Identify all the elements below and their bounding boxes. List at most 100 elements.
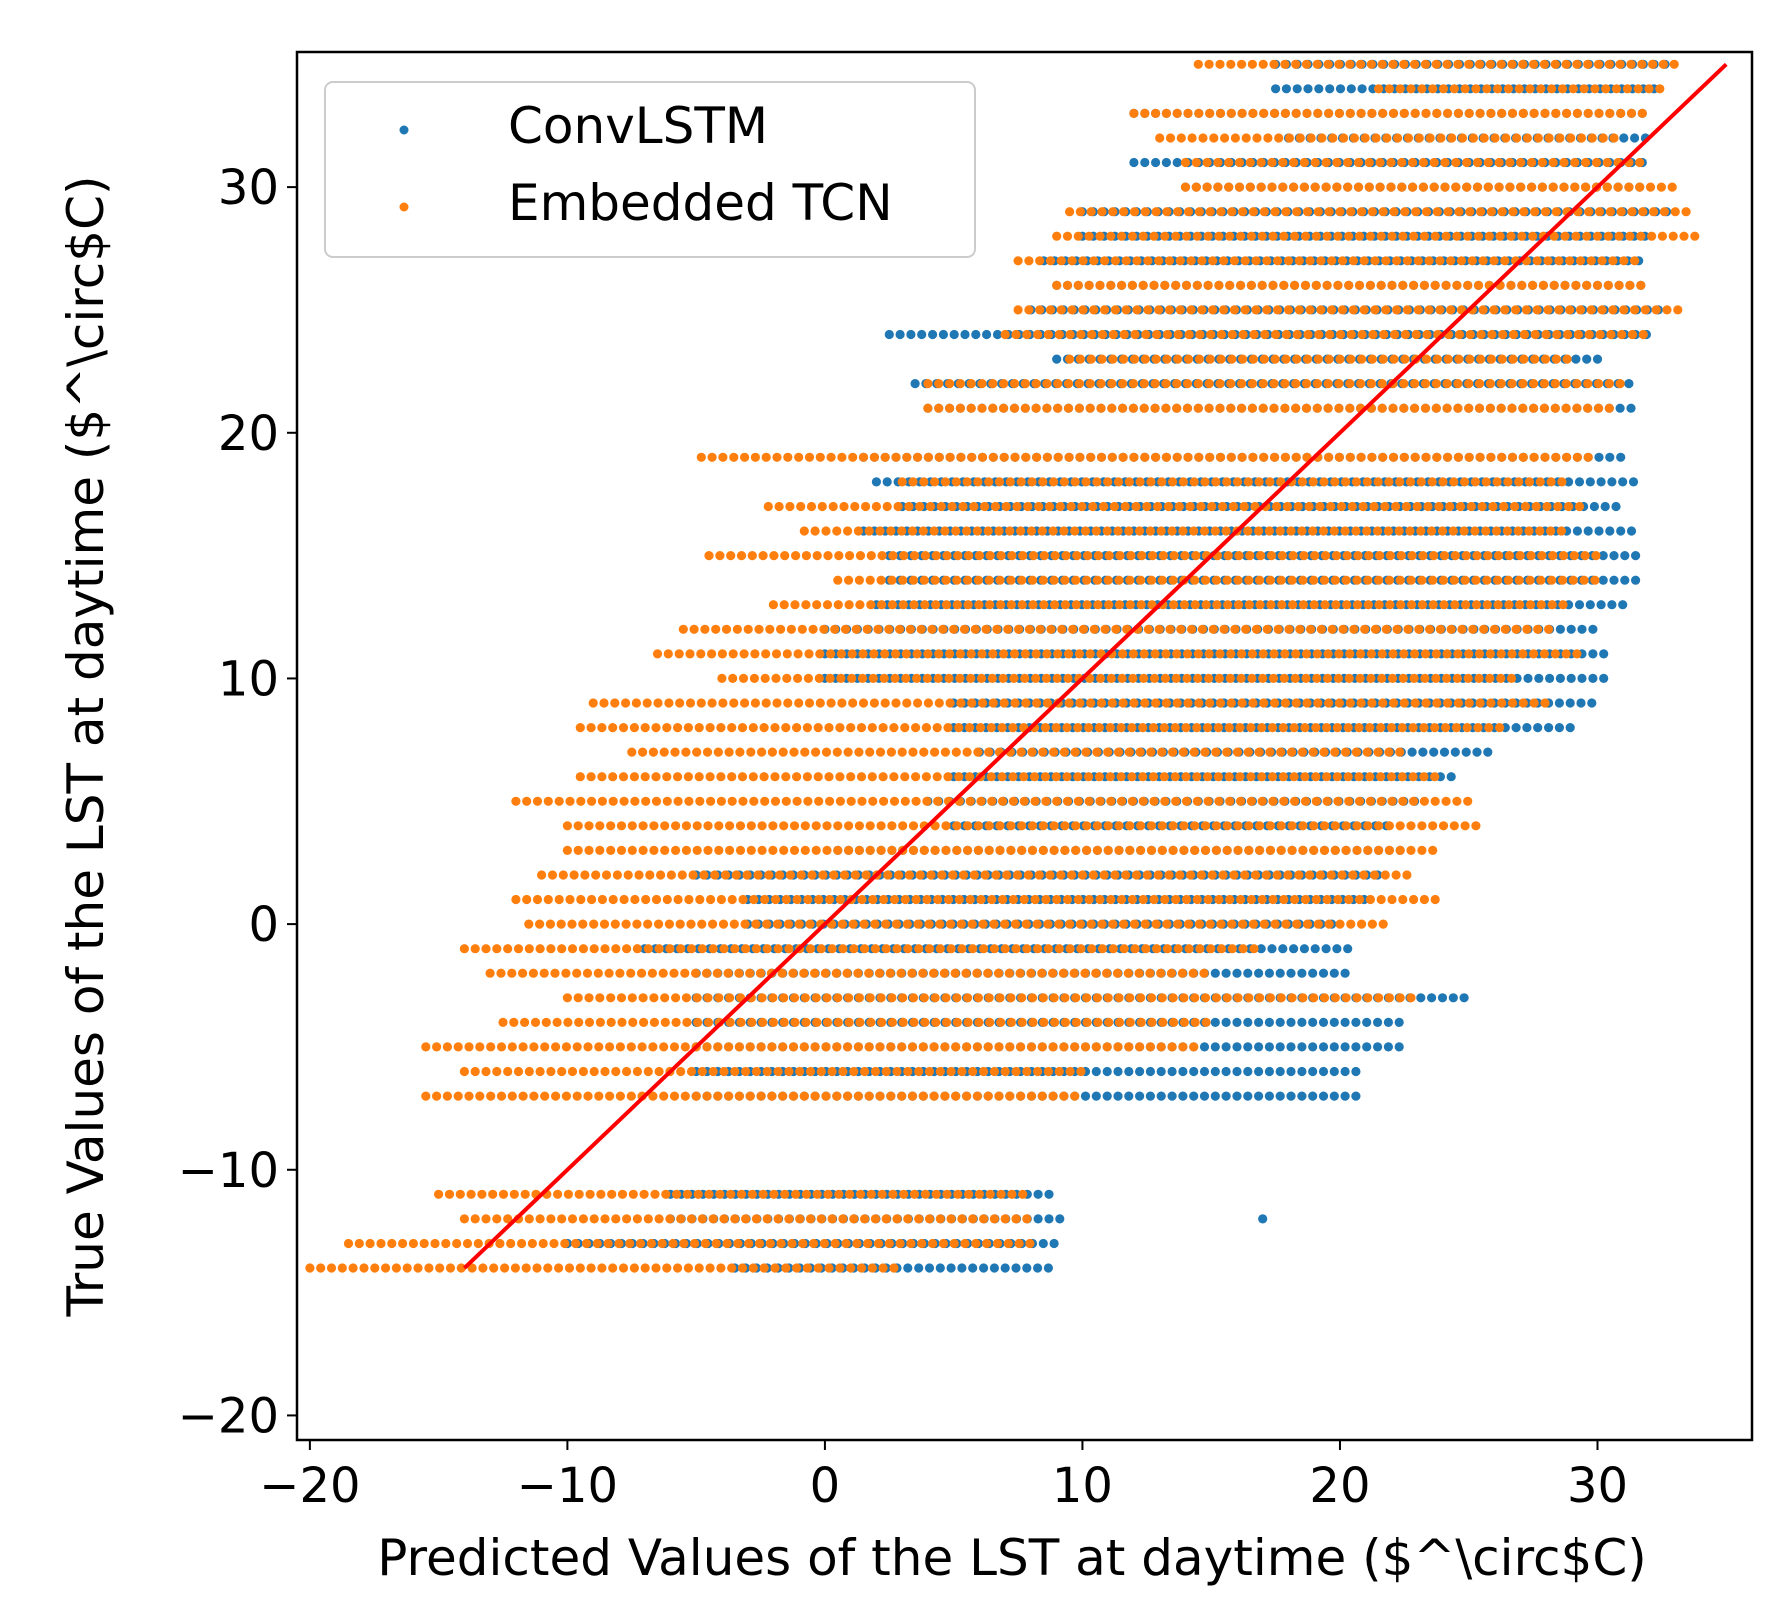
scatter-point	[1010, 452, 1020, 462]
scatter-point	[1121, 256, 1131, 266]
scatter-point	[945, 698, 955, 708]
scatter-point	[1598, 133, 1608, 143]
scatter-point	[1225, 673, 1235, 684]
scatter-point	[893, 501, 903, 512]
scatter-point	[1054, 919, 1064, 929]
scatter-point	[1244, 845, 1254, 856]
scatter-point	[1259, 698, 1269, 708]
scatter-point	[1609, 133, 1619, 143]
scatter-point	[1351, 477, 1361, 487]
scatter-point	[629, 723, 640, 733]
scatter-point	[1548, 551, 1558, 561]
scatter-point	[1251, 256, 1261, 266]
scatter-point	[1246, 723, 1256, 733]
scatter-point	[1234, 182, 1245, 192]
scatter-point	[1183, 919, 1194, 929]
scatter-point	[1452, 280, 1462, 290]
scatter-point	[1049, 575, 1059, 585]
scatter-point	[714, 821, 724, 831]
scatter-point	[774, 501, 784, 512]
scatter-point	[770, 894, 781, 905]
scatter-point	[1031, 673, 1041, 684]
scatter-point	[1636, 231, 1646, 241]
scatter-point	[1154, 624, 1164, 634]
scatter-point	[1189, 1091, 1199, 1101]
scatter-point	[1165, 133, 1176, 143]
scatter-point	[1428, 845, 1438, 856]
scatter-point	[843, 747, 853, 757]
scatter-point	[1565, 698, 1575, 708]
scatter-point	[1278, 157, 1288, 168]
scatter-point	[1215, 649, 1225, 659]
scatter-point	[1616, 526, 1626, 536]
scatter-point	[1572, 59, 1582, 69]
scatter-point	[656, 870, 666, 880]
scatter-point	[900, 723, 910, 733]
scatter-point	[692, 845, 702, 856]
scatter-point	[1496, 673, 1506, 684]
scatter-point	[1581, 157, 1591, 168]
scatter-point	[1398, 231, 1408, 241]
scatter-point	[1594, 108, 1604, 118]
scatter-point	[1555, 133, 1565, 143]
scatter-point	[1268, 673, 1279, 684]
scatter-point	[963, 821, 973, 831]
scatter-point	[1117, 231, 1127, 241]
scatter-point	[1203, 894, 1213, 905]
scatter-point	[1118, 698, 1128, 708]
scatter-point	[618, 723, 629, 733]
scatter-point	[1638, 207, 1648, 217]
scatter-point	[1159, 723, 1169, 733]
scatter-point	[1450, 600, 1460, 610]
scatter-point	[1255, 821, 1265, 831]
scatter-point	[792, 796, 802, 806]
scatter-point	[1236, 280, 1246, 290]
scatter-point	[1340, 1042, 1350, 1052]
scatter-point	[1363, 600, 1373, 610]
scatter-point	[1528, 280, 1538, 290]
scatter-point	[1583, 379, 1593, 389]
scatter-point	[815, 649, 825, 659]
scatter-point	[1518, 649, 1528, 659]
scatter-point	[1362, 1017, 1372, 1027]
scatter-point	[511, 796, 521, 806]
scatter-point	[781, 772, 791, 782]
scatter-point	[832, 526, 842, 536]
scatter-point	[897, 477, 907, 487]
scatter-point	[901, 673, 911, 684]
scatter-point	[1572, 452, 1582, 462]
scatter-point	[1116, 723, 1126, 733]
scatter-point	[1446, 624, 1456, 634]
scatter-point	[889, 772, 899, 782]
scatter-point	[1376, 723, 1386, 733]
scatter-point	[606, 821, 616, 831]
scatter-point	[1512, 133, 1522, 143]
scatter-point	[1583, 526, 1593, 536]
scatter-point	[791, 551, 801, 561]
scatter-point	[1300, 796, 1311, 806]
scatter-point	[1135, 526, 1145, 536]
scatter-point	[988, 403, 998, 413]
scatter-point	[1297, 747, 1307, 757]
scatter-point	[1152, 329, 1162, 340]
scatter-point	[1323, 59, 1333, 69]
scatter-point	[934, 698, 944, 708]
scatter-point	[1199, 1091, 1210, 1101]
scatter-point	[1366, 379, 1376, 389]
scatter-point	[1254, 477, 1264, 487]
scatter-point	[1233, 845, 1243, 856]
scatter-point	[835, 772, 845, 782]
scatter-point	[1184, 329, 1194, 340]
scatter-point	[930, 845, 940, 856]
scatter-point	[1584, 329, 1594, 340]
scatter-point	[1352, 600, 1363, 610]
scatter-point	[619, 796, 629, 806]
scatter-point	[931, 600, 941, 610]
scatter-point	[936, 501, 946, 512]
scatter-point	[1289, 157, 1299, 168]
scatter-point	[1373, 477, 1383, 487]
scatter-point	[1367, 698, 1377, 708]
scatter-point	[997, 772, 1007, 782]
scatter-point	[940, 526, 950, 536]
scatter-point	[765, 624, 775, 634]
